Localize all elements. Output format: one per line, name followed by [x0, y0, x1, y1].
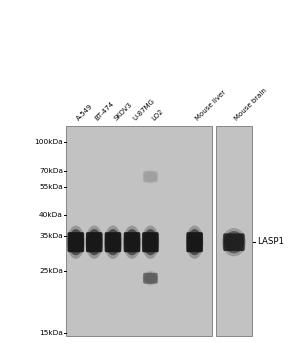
Bar: [66, 126, 212, 336]
Bar: [216, 126, 252, 336]
Ellipse shape: [67, 225, 85, 259]
Text: 40kDa: 40kDa: [39, 212, 63, 218]
FancyBboxPatch shape: [68, 232, 84, 252]
Text: 100kDa: 100kDa: [34, 139, 63, 145]
Text: Mouse brain: Mouse brain: [234, 87, 269, 122]
Ellipse shape: [143, 169, 158, 184]
Ellipse shape: [85, 225, 103, 259]
Ellipse shape: [222, 228, 246, 256]
FancyBboxPatch shape: [143, 273, 158, 284]
Ellipse shape: [87, 229, 102, 255]
FancyBboxPatch shape: [186, 232, 203, 252]
Text: U-87MG: U-87MG: [132, 98, 156, 122]
Text: 25kDa: 25kDa: [39, 268, 63, 274]
FancyBboxPatch shape: [124, 232, 140, 252]
Ellipse shape: [125, 229, 139, 255]
Ellipse shape: [144, 171, 157, 183]
Ellipse shape: [186, 225, 204, 259]
Text: SKOV3: SKOV3: [113, 101, 134, 122]
Text: Mouse liver: Mouse liver: [195, 89, 227, 122]
Text: 15kDa: 15kDa: [39, 330, 63, 336]
Ellipse shape: [143, 271, 158, 286]
Text: LO2: LO2: [150, 108, 164, 122]
Ellipse shape: [104, 225, 122, 259]
Text: 70kDa: 70kDa: [39, 168, 63, 174]
Ellipse shape: [143, 229, 158, 255]
Text: BT-474: BT-474: [94, 100, 115, 122]
FancyBboxPatch shape: [86, 232, 103, 252]
Text: LASP1: LASP1: [257, 237, 284, 246]
FancyBboxPatch shape: [223, 233, 245, 251]
Text: 55kDa: 55kDa: [39, 184, 63, 190]
Ellipse shape: [224, 231, 244, 253]
Ellipse shape: [106, 229, 120, 255]
FancyBboxPatch shape: [143, 172, 158, 182]
Ellipse shape: [68, 229, 83, 255]
Text: A-549: A-549: [76, 103, 95, 122]
Ellipse shape: [142, 225, 159, 259]
Ellipse shape: [123, 225, 141, 259]
FancyBboxPatch shape: [105, 232, 121, 252]
Ellipse shape: [187, 229, 202, 255]
Ellipse shape: [144, 272, 157, 284]
FancyBboxPatch shape: [142, 232, 159, 252]
Text: 35kDa: 35kDa: [39, 232, 63, 239]
